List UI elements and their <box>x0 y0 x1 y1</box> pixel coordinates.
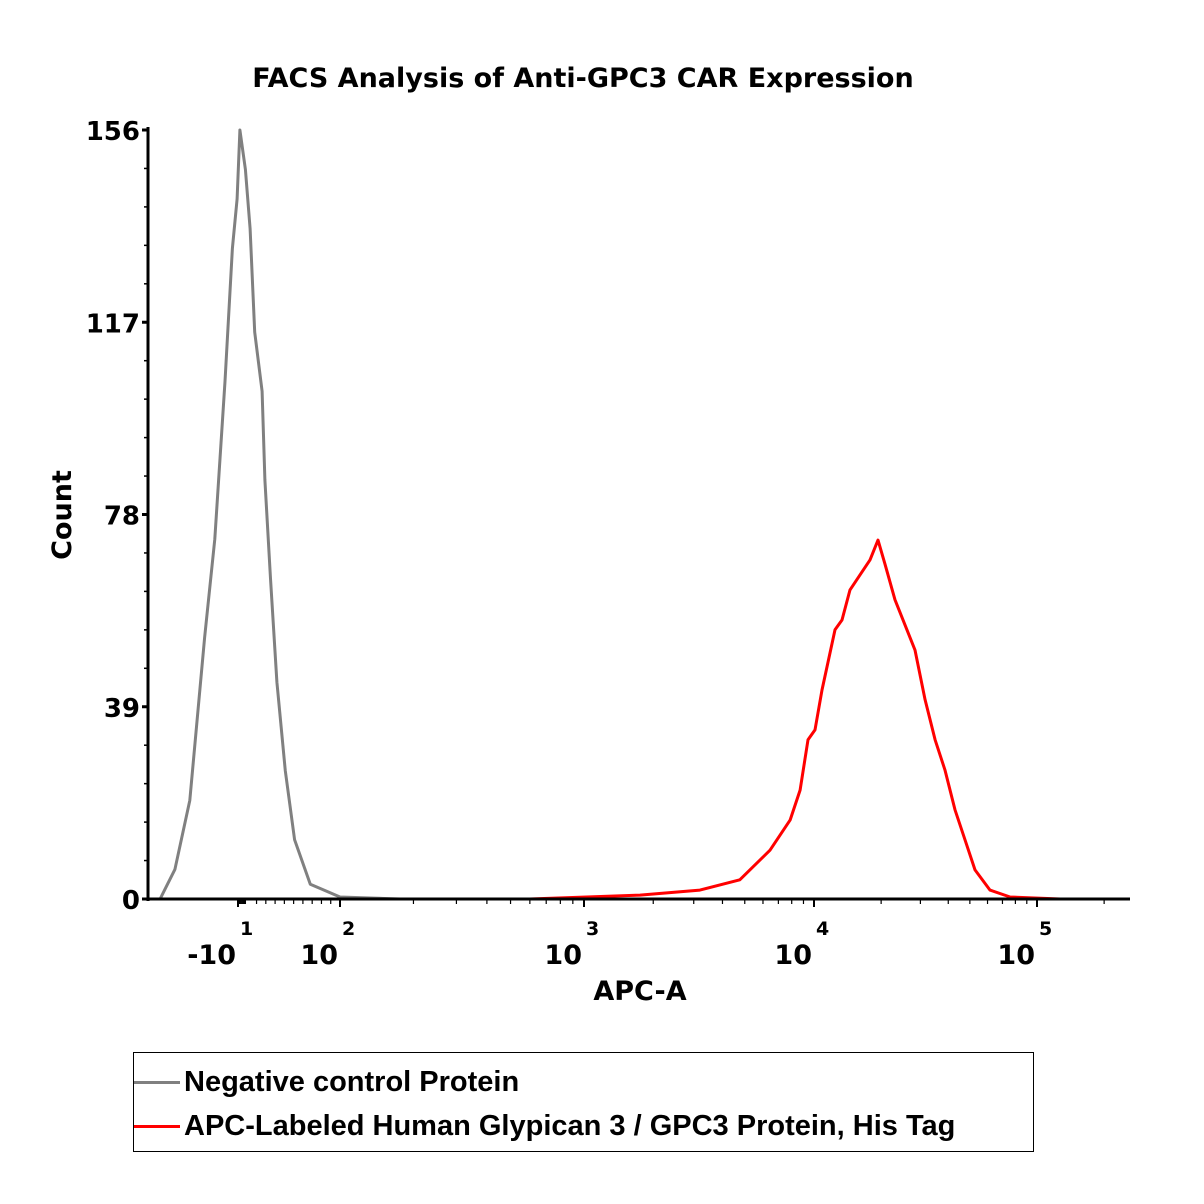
x-tick-label-exponent: 3 <box>586 918 599 940</box>
y-axis-label: Count <box>47 470 78 560</box>
x-axis-label: APC-A <box>593 976 686 1007</box>
y-tick-label: 156 <box>86 117 140 147</box>
legend: Negative control Protein APC-Labeled Hum… <box>133 1052 1034 1152</box>
legend-label: APC-Labeled Human Glypican 3 / GPC3 Prot… <box>184 1109 956 1142</box>
series-line-1 <box>529 538 1061 901</box>
x-tick-label-base: 10 <box>997 940 1035 971</box>
y-tick-label: 39 <box>104 694 140 724</box>
x-tick-label-exponent: 5 <box>1039 918 1052 940</box>
chart-title: FACS Analysis of Anti-GPC3 CAR Expressio… <box>252 63 913 94</box>
y-tick-label: 0 <box>122 886 140 916</box>
legend-label: Negative control Protein <box>184 1065 520 1098</box>
x-tick-label-base: 10 <box>544 940 582 971</box>
y-tick-label: 117 <box>86 309 140 339</box>
x-tick-label-base: 10 <box>300 940 338 971</box>
x-tick-label-exponent: 2 <box>342 918 355 940</box>
legend-swatch-red <box>134 1124 180 1128</box>
y-tick-label: 78 <box>104 502 140 532</box>
x-tick-label-base: -10 <box>187 940 236 971</box>
legend-item-negative-control: Negative control Protein <box>134 1062 519 1102</box>
x-tick-label-exponent: 4 <box>816 918 829 940</box>
x-tick-label-base: 10 <box>774 940 812 971</box>
series-line-0 <box>158 128 400 901</box>
x-tick-label-exponent: 1 <box>240 918 253 940</box>
legend-swatch-gray <box>134 1080 180 1084</box>
legend-item-apc-gpc3: APC-Labeled Human Glypican 3 / GPC3 Prot… <box>134 1106 955 1146</box>
